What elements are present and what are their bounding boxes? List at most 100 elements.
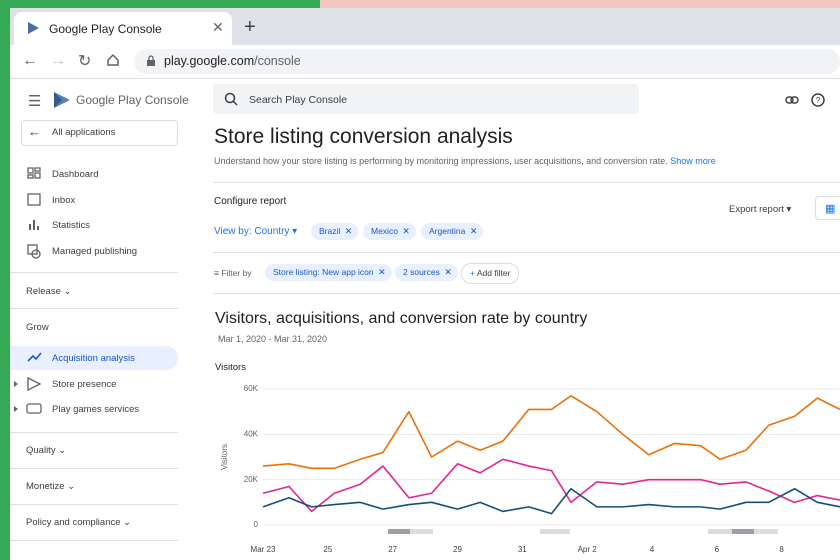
- y-tick-label: 40K: [244, 429, 259, 438]
- address-bar[interactable]: [134, 49, 840, 74]
- trend-icon: [27, 352, 42, 362]
- nav-item[interactable]: Play games services: [52, 404, 140, 415]
- filter-by: ≡ Filter by: [214, 268, 252, 278]
- chart-title: Visitors, acquisitions, and conversion r…: [215, 310, 588, 327]
- home[interactable]: [106, 53, 120, 67]
- all-apps[interactable]: All applications: [52, 127, 116, 138]
- wallpaper: [0, 0, 10, 560]
- page-description: Understand how your store listing is per…: [214, 156, 716, 166]
- nav-item[interactable]: Store presence: [52, 379, 117, 390]
- header-icons[interactable]: ?: [785, 92, 835, 108]
- divider: [10, 272, 178, 273]
- y-axis-title: Visitors: [220, 444, 229, 470]
- nav-item-active[interactable]: Acquisition analysis: [52, 353, 135, 364]
- x-tick-label: 25: [323, 545, 332, 554]
- sidebar: [10, 79, 195, 560]
- x-tick-label: 6: [715, 545, 720, 554]
- country-chip[interactable]: Argentina: [421, 223, 484, 240]
- section-label: Quality: [26, 445, 56, 456]
- view-by[interactable]: View by: Country ▾: [214, 226, 298, 237]
- nav-item[interactable]: Managed publishing: [52, 246, 138, 257]
- nav-item[interactable]: Dashboard: [52, 169, 99, 180]
- series-line: [262, 395, 840, 470]
- back-arrow: ←: [28, 124, 41, 139]
- logo: [54, 92, 70, 108]
- active-item-bg: [10, 346, 178, 370]
- divider: [10, 308, 178, 309]
- wallpaper: [0, 0, 320, 8]
- date-button[interactable]: ▦: [815, 196, 840, 220]
- all-apps-button[interactable]: [21, 120, 178, 146]
- reload[interactable]: ↻: [78, 53, 92, 70]
- filter-by-label: Filter by: [221, 268, 252, 278]
- url-host: play.google.com: [164, 54, 255, 68]
- section-quality[interactable]: Quality ⌄: [26, 445, 67, 456]
- y-tick-label: 20K: [244, 475, 259, 484]
- nav-icons: [14, 376, 42, 414]
- x-tick-label: Apr 2: [578, 545, 598, 554]
- divider: [213, 293, 840, 294]
- section-label: Release: [26, 286, 61, 297]
- url-path: /console: [254, 54, 301, 68]
- tab-title: Google Play Console: [49, 22, 162, 36]
- search-placeholder: Search Play Console: [249, 94, 348, 106]
- x-tick-label: 31: [518, 545, 527, 554]
- divider: [10, 540, 178, 541]
- show-more[interactable]: Show more: [670, 156, 716, 166]
- lock-icon: [147, 55, 155, 66]
- panel-title: Visitors: [215, 362, 246, 373]
- brand-google: Google Play: [76, 93, 142, 107]
- y-tick-label: 60K: [244, 384, 259, 393]
- series-line: [262, 458, 840, 513]
- nav-item[interactable]: Inbox: [52, 195, 76, 206]
- x-tick-label: Mar 23: [251, 545, 276, 554]
- configure-label: Configure report: [214, 196, 287, 207]
- chart-subtitle: Mar 1, 2020 - Mar 31, 2020: [218, 334, 328, 344]
- brand: Google Play Console: [76, 93, 189, 107]
- country-chip[interactable]: Brazil: [311, 223, 359, 240]
- url: play.google.com/console: [164, 54, 301, 68]
- nav-item[interactable]: Statistics: [52, 220, 91, 231]
- svg-text:?: ?: [816, 96, 821, 105]
- scrollbar: [388, 529, 778, 534]
- filter-chip[interactable]: 2 sources: [395, 264, 458, 281]
- description: Understand how your store listing is per…: [214, 156, 668, 166]
- forward[interactable]: →: [50, 52, 66, 69]
- back[interactable]: ←: [22, 52, 38, 69]
- tab[interactable]: [14, 12, 232, 45]
- divider: [10, 504, 178, 505]
- section-policy[interactable]: Policy and compliance ⌄: [26, 517, 132, 528]
- view-by-label: View by: Country: [214, 226, 290, 237]
- x-tick-label: 29: [453, 545, 462, 554]
- divider: [10, 468, 178, 469]
- divider: [213, 252, 840, 253]
- new-tab[interactable]: +: [244, 16, 256, 38]
- x-tick-label: 27: [388, 545, 397, 554]
- nav-icons: [27, 167, 41, 259]
- x-tick-label: 4: [650, 545, 655, 554]
- export-label: Export report: [729, 204, 784, 215]
- y-tick-label: 0: [254, 520, 259, 529]
- section-label: Monetize: [26, 481, 65, 492]
- favicon: [28, 22, 39, 34]
- divider: [213, 182, 840, 183]
- series-line: [262, 487, 840, 515]
- section-release[interactable]: Release ⌄: [26, 286, 72, 297]
- section-monetize[interactable]: Monetize ⌄: [26, 481, 76, 492]
- divider: [10, 432, 178, 433]
- wallpaper: [320, 0, 840, 8]
- search-icon: [224, 92, 238, 106]
- filter-chip[interactable]: Store listing: New app icon: [265, 264, 392, 281]
- export-button[interactable]: Export report ▾: [729, 204, 792, 215]
- section-label: Policy and compliance: [26, 517, 121, 528]
- x-tick-label: 8: [779, 545, 784, 554]
- country-chip[interactable]: Mexico: [363, 223, 416, 240]
- section-grow: Grow: [26, 322, 49, 333]
- menu[interactable]: ☰: [28, 93, 42, 110]
- add-filter[interactable]: + Add filter: [461, 263, 520, 284]
- search-box[interactable]: [213, 84, 639, 114]
- add-filter-label: Add filter: [476, 268, 511, 278]
- page-title: Store listing conversion analysis: [214, 125, 513, 148]
- tab-close[interactable]: ✕: [212, 19, 224, 35]
